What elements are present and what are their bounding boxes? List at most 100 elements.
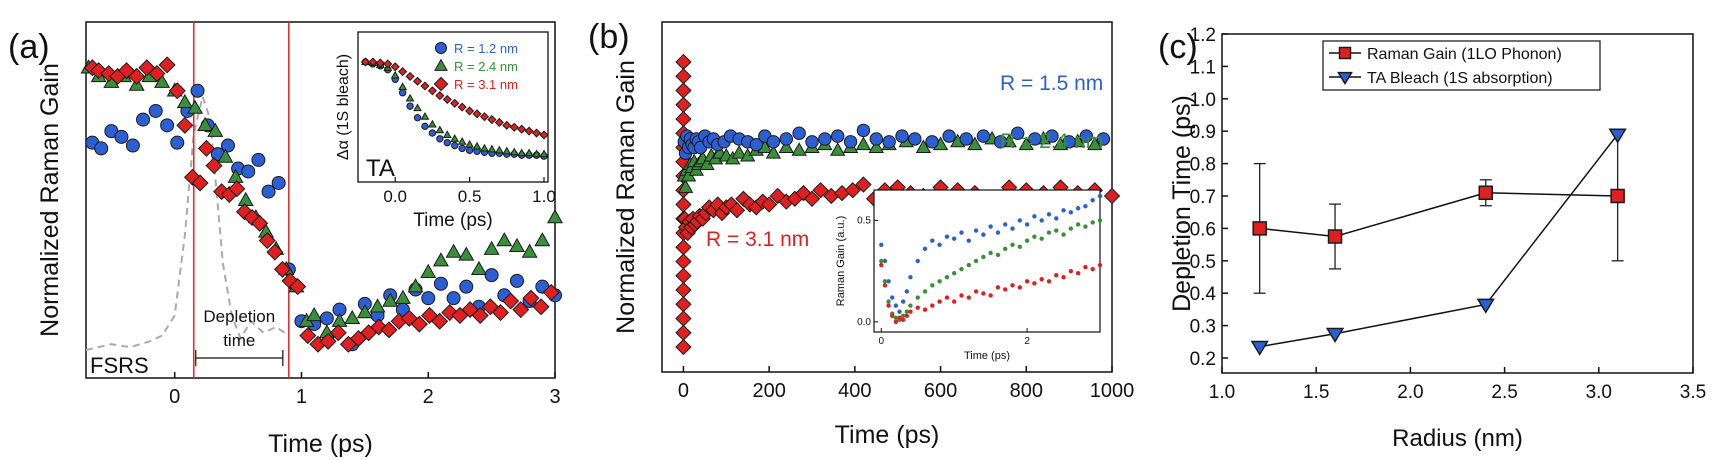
panel-a-point-red bbox=[168, 82, 186, 100]
panel-a-inset-point-green bbox=[405, 93, 415, 102]
panel-a-inset-point-green bbox=[532, 149, 541, 158]
panel-a-inset-point-green bbox=[450, 134, 460, 142]
panel-b-point-green bbox=[967, 136, 983, 151]
panel-a-point-blue bbox=[459, 279, 474, 294]
panel-b-inset-point-red bbox=[988, 293, 993, 298]
panel-a-inset-point-green bbox=[435, 125, 445, 134]
panel-a-point-red bbox=[205, 157, 223, 175]
panel-a-point-blue bbox=[160, 118, 175, 133]
panel-b-inset-point-red bbox=[937, 299, 942, 304]
panel-b-inset-point-blue bbox=[1032, 214, 1037, 219]
panel-a-point-blue bbox=[148, 103, 163, 118]
panel-b-inset-point-green bbox=[1017, 244, 1023, 249]
panel-a-point-green bbox=[458, 246, 475, 261]
panel-b-inset-point-red bbox=[879, 262, 884, 268]
panel-a-inset-point-red bbox=[457, 102, 467, 112]
panel-b-inset-point-red bbox=[1046, 279, 1052, 284]
panel-b-inset-point-blue bbox=[988, 224, 993, 229]
panel-a-inset-point-blue bbox=[421, 122, 429, 131]
panel-b-point-blue bbox=[856, 123, 871, 138]
panel-b-point-blue bbox=[1062, 135, 1076, 149]
panel-c-x-tick-label: 1.0 bbox=[1209, 382, 1235, 403]
panel-b-inset-point-green bbox=[1097, 218, 1103, 223]
panel-b-point-green bbox=[1087, 136, 1103, 151]
panel-b-inset-point-blue bbox=[886, 279, 891, 284]
panel-a-series-red bbox=[83, 56, 560, 353]
panel-c-x-tick-label: 2.5 bbox=[1491, 382, 1517, 403]
panel-b-inset-point-blue bbox=[900, 299, 906, 304]
panel-b-point-green bbox=[915, 139, 932, 153]
panel-b-inset-point-green bbox=[937, 279, 942, 284]
panel-b-inset-point-red bbox=[1061, 275, 1066, 280]
panel-b-inset-point-blue bbox=[930, 238, 935, 243]
panel-b-inset-point-green bbox=[1046, 230, 1052, 235]
panel-b-point-red bbox=[675, 68, 692, 85]
panel-a-point-green bbox=[508, 237, 525, 253]
panel-b-point-red bbox=[675, 196, 692, 213]
panel-a-dashed-pulse bbox=[85, 92, 290, 351]
panel-b-point-blue bbox=[779, 132, 793, 146]
panel-b-inset-point-blue bbox=[890, 295, 895, 300]
panel-a-inset-point-green bbox=[502, 146, 512, 155]
panel-c-point-red bbox=[1327, 229, 1343, 244]
panel-c-series-line-red bbox=[1259, 192, 1618, 238]
panel-a-inset-point-red bbox=[465, 106, 475, 116]
panel-a-inset-point-green bbox=[494, 145, 504, 154]
panel-b-inset-y-tick-label: 0.0 bbox=[857, 317, 871, 328]
panel-a-point-red bbox=[148, 65, 166, 83]
panel-c-chart: 1.0 1.5 2.0 2.5 3.0 3.5 0.2 0.3 0.4 0.5 0.6 0.7 0.8 0… bbox=[1168, 25, 1706, 452]
panel-b-point-red bbox=[769, 187, 786, 205]
panel-c-y-tick-label: 0.8 bbox=[1190, 155, 1216, 176]
panel-b-inset-point-red bbox=[973, 289, 979, 294]
panel-b-point-green bbox=[830, 142, 846, 156]
panel-b-point-blue bbox=[869, 132, 883, 146]
panel-c-y-tick-label: 0.5 bbox=[1190, 252, 1216, 273]
panel-a-point-red bbox=[522, 289, 540, 307]
panel-a-point-green bbox=[369, 298, 386, 313]
panel-b-inset-point-blue bbox=[1097, 193, 1103, 199]
panel-a-point-green bbox=[470, 260, 487, 276]
panel-c-point-blue bbox=[1250, 340, 1269, 356]
panel-b-inset-point-green bbox=[908, 303, 913, 308]
panel-b-inset-point-green bbox=[988, 250, 993, 256]
panel-b-inset-point-red bbox=[904, 313, 910, 318]
panel-a-point-red bbox=[481, 298, 499, 316]
panel-label-c: (c) bbox=[1158, 28, 1198, 66]
panel-b-series-label-blue: R = 1.5 nm bbox=[1000, 72, 1103, 95]
panel-b-inset-point-blue bbox=[1083, 204, 1088, 209]
panel-label-b: (b) bbox=[588, 18, 630, 56]
panel-b-inset-point-blue bbox=[1039, 218, 1044, 223]
panel-b-inset-point-blue bbox=[937, 242, 942, 247]
panel-b-point-red bbox=[760, 196, 778, 213]
panel-a-point-green bbox=[356, 304, 373, 319]
panel-b-inset-point-red bbox=[981, 291, 986, 296]
panel-c-x-tick-label: 1.5 bbox=[1303, 382, 1329, 403]
panel-b-inset-point-green bbox=[1061, 232, 1066, 237]
panel-b-point-blue bbox=[1096, 132, 1111, 146]
panel-b-inset-point-red bbox=[1054, 273, 1059, 278]
panel-a-point-blue bbox=[319, 311, 334, 326]
panel-b-inset-point-green bbox=[973, 258, 979, 264]
panel-b-inset-point-red bbox=[1068, 268, 1074, 274]
panel-a-inset-point-red bbox=[360, 57, 370, 67]
panel-b-inset-point-red bbox=[1017, 285, 1023, 290]
panel-b-inset-point-blue bbox=[893, 303, 899, 308]
panel-a-inset-series-red bbox=[360, 57, 549, 140]
panel-a-point-green bbox=[394, 289, 411, 304]
panel-b-point-blue bbox=[831, 129, 845, 143]
panel-a-point-red bbox=[542, 283, 560, 301]
panel-b-series-blue bbox=[677, 123, 1111, 160]
panel-b-inset-point-green bbox=[966, 262, 971, 268]
panel-a-point-red bbox=[512, 301, 530, 319]
panel-b-point-red bbox=[1103, 187, 1121, 205]
panel-a-point-green bbox=[187, 99, 204, 114]
panel-a-inset-point-red bbox=[479, 112, 490, 122]
panel-b-point-red bbox=[675, 82, 692, 99]
panel-a-inset-point-red bbox=[502, 120, 512, 130]
panel-a-plot-frame bbox=[85, 21, 556, 379]
panel-b-inset-point-blue bbox=[981, 232, 986, 237]
panel-b-inset-point-blue bbox=[1010, 226, 1015, 231]
panel-b-y-axis-label: Normalized Raman Gain bbox=[612, 60, 640, 334]
panel-a-inset-point-green bbox=[539, 149, 549, 158]
panel-c-y-tick-label: 0.3 bbox=[1190, 317, 1216, 338]
